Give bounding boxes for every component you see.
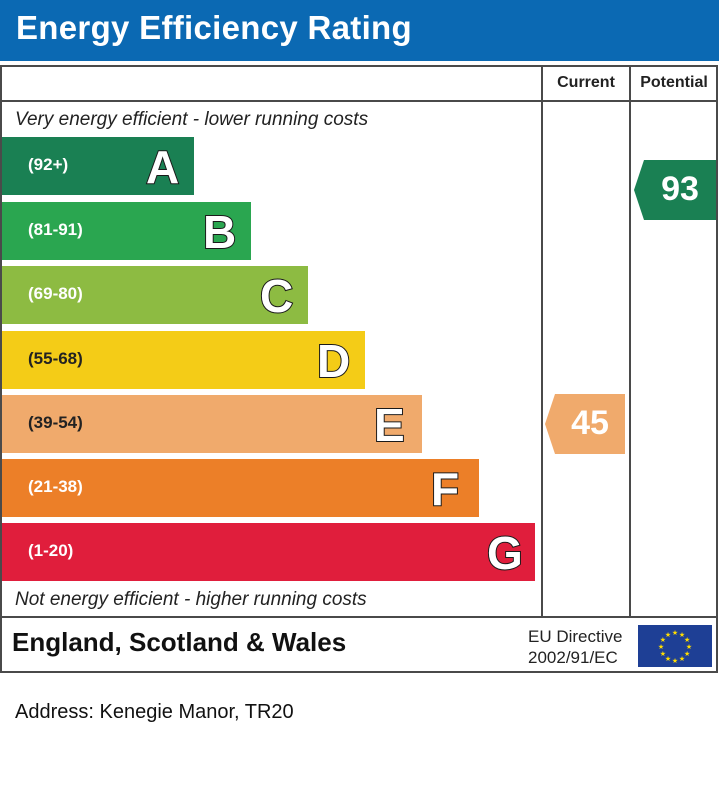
- band-d: (55-68) D: [2, 331, 365, 389]
- current-column-header: Current: [557, 74, 615, 91]
- band-letter: E: [373, 398, 406, 452]
- band-c: (69-80) C: [2, 266, 308, 324]
- rating-frame: [0, 65, 718, 673]
- efficient-note: Very energy efficient - lower running co…: [15, 109, 369, 130]
- band-letter: C: [259, 269, 294, 323]
- band-letter: A: [145, 140, 180, 194]
- flag-star-icon: ★: [679, 655, 685, 663]
- flag-star-icon: ★: [672, 657, 678, 665]
- current-arrow-shape: [545, 394, 625, 454]
- flag-star-icon: ★: [665, 655, 671, 663]
- band-range-label: (81-91): [28, 220, 83, 239]
- flag-star-icon: ★: [660, 636, 666, 644]
- current-rating-indicator: 45: [545, 394, 625, 454]
- footer-row-divider: [0, 616, 718, 618]
- page-title: Energy Efficiency Rating: [16, 9, 412, 46]
- eu-directive-label: EU Directive: [528, 627, 623, 646]
- band-letter: G: [486, 526, 524, 580]
- band-range-label: (92+): [28, 155, 69, 174]
- eu-flag-icon: ★ ★ ★ ★ ★ ★ ★ ★ ★ ★ ★ ★: [638, 625, 712, 667]
- band-letter: D: [316, 334, 351, 388]
- flag-star-icon: ★: [686, 643, 692, 651]
- band-range-label: (1-20): [28, 541, 74, 560]
- band-range-label: (39-54): [28, 413, 83, 432]
- header-row-divider: [0, 100, 718, 102]
- header-bar: Energy Efficiency Rating: [0, 0, 719, 61]
- potential-rating-value: 93: [661, 170, 699, 208]
- property-address: Address: Kenegie Manor, TR20: [15, 701, 294, 723]
- flag-star-icon: ★: [679, 631, 685, 639]
- potential-rating-indicator: 93: [634, 160, 716, 220]
- potential-arrow-shape: [634, 160, 716, 220]
- region-label: England, Scotland & Wales: [12, 627, 347, 657]
- flag-star-icon: ★: [684, 636, 690, 644]
- potential-column-divider: [629, 65, 631, 618]
- flag-star-icon: ★: [660, 650, 666, 658]
- current-column-divider: [541, 65, 543, 618]
- flag-star-icon: ★: [672, 629, 678, 637]
- band-g: (1-20) G: [2, 523, 535, 581]
- band-letter: B: [202, 205, 237, 259]
- flag-star-icon: ★: [665, 631, 671, 639]
- band-e: (39-54) E: [2, 395, 422, 453]
- current-rating-value: 45: [571, 404, 609, 442]
- band-letter: F: [430, 462, 460, 516]
- potential-column-header: Potential: [640, 74, 708, 91]
- band-a: (92+) A: [2, 137, 194, 195]
- eu-directive-number: 2002/91/EC: [528, 648, 618, 667]
- band-b: (81-91) B: [2, 202, 251, 260]
- inefficient-note: Not energy efficient - higher running co…: [15, 589, 367, 610]
- band-range-label: (69-80): [28, 284, 83, 303]
- flag-star-icon: ★: [684, 650, 690, 658]
- flag-star-icon: ★: [658, 643, 664, 651]
- band-f: (21-38) F: [2, 459, 479, 517]
- band-range-label: (55-68): [28, 349, 83, 368]
- band-range-label: (21-38): [28, 477, 83, 496]
